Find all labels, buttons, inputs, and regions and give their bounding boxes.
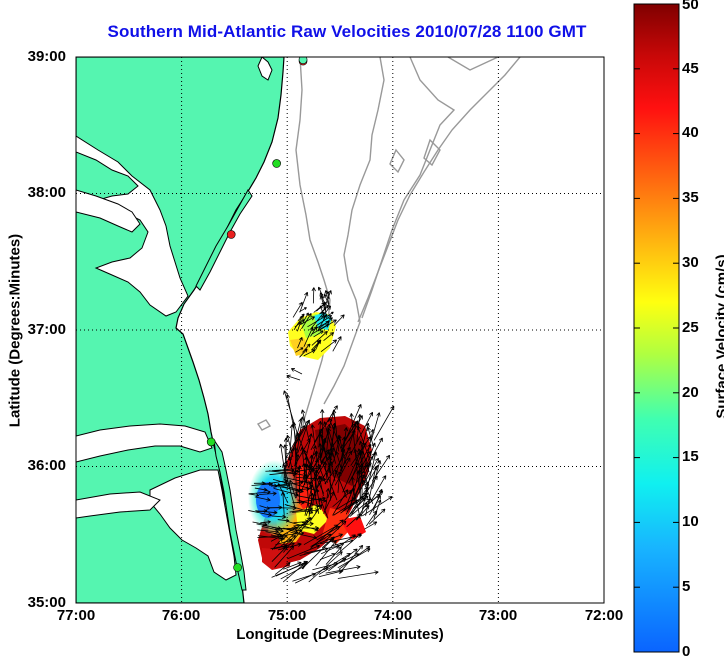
x-tick-label: 76:00 bbox=[151, 607, 211, 624]
x-tick-label: 77:00 bbox=[46, 607, 106, 624]
colorbar-tick-label: 0 bbox=[682, 643, 712, 660]
colorbar-tick-label: 10 bbox=[682, 513, 712, 530]
colorbar-tick-label: 45 bbox=[682, 60, 712, 77]
colorbar-label: Surface Velocity (cm/s) bbox=[714, 217, 724, 457]
colorbar-tick-label: 20 bbox=[682, 384, 712, 401]
radar-station-marker bbox=[234, 564, 242, 572]
radar-station-marker bbox=[227, 230, 235, 238]
y-tick-label: 36:00 bbox=[8, 457, 66, 474]
colorbar-tick-label: 35 bbox=[682, 189, 712, 206]
colorbar-tick-label: 30 bbox=[682, 254, 712, 271]
radar-station-marker bbox=[207, 438, 215, 446]
x-axis-label: Longitude (Degrees:Minutes) bbox=[130, 626, 550, 643]
x-tick-label: 75:00 bbox=[257, 607, 317, 624]
y-axis-label: Latitude (Degrees:Minutes) bbox=[7, 206, 24, 456]
colorbar-tick-label: 50 bbox=[682, 0, 712, 13]
y-tick-label: 38:00 bbox=[8, 184, 66, 201]
colorbar-tick-label: 5 bbox=[682, 578, 712, 595]
colorbar-tick-label: 40 bbox=[682, 124, 712, 141]
radar-station-marker bbox=[273, 159, 281, 167]
x-tick-label: 74:00 bbox=[363, 607, 423, 624]
y-tick-label: 39:00 bbox=[8, 48, 66, 65]
colorbar-tick-label: 15 bbox=[682, 448, 712, 465]
x-tick-label: 73:00 bbox=[468, 607, 528, 624]
colorbar-tick-label: 25 bbox=[682, 319, 712, 336]
colorbar bbox=[634, 4, 679, 652]
x-tick-label: 72:00 bbox=[574, 607, 634, 624]
